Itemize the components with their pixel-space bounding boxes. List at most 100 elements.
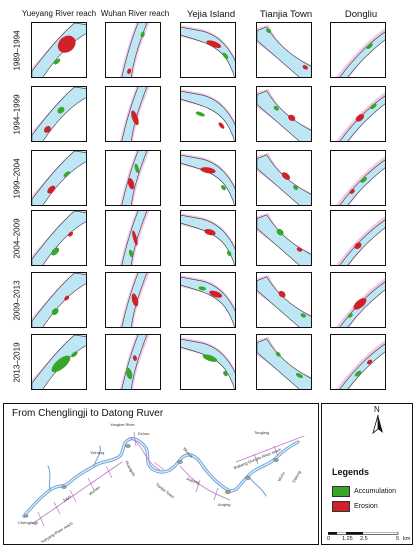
change-panel xyxy=(330,150,386,206)
accumulation-patch xyxy=(51,308,59,315)
accumulation-patch xyxy=(366,43,373,50)
column-header-dongliu: Dongliu xyxy=(344,9,378,20)
river-channel-image xyxy=(181,337,235,389)
erosion-patch xyxy=(131,293,139,307)
legend-panel: N Legends Accumulation Erosion 0 1.25 2.… xyxy=(321,403,413,545)
erosion-patch xyxy=(127,68,132,75)
river-channel-image xyxy=(181,275,235,327)
accumulation-patch xyxy=(354,370,362,377)
river-water xyxy=(339,219,385,265)
north-arrow-icon: N xyxy=(371,405,385,435)
river-channel-image xyxy=(119,23,150,77)
map-title: From Chenglingji to Datong Ruver xyxy=(12,408,164,419)
river-channel-image xyxy=(181,213,235,265)
accumulation-patch xyxy=(276,228,284,236)
river-water xyxy=(181,276,235,327)
accumulation-patch xyxy=(195,111,205,117)
river-bank xyxy=(336,28,385,77)
row-header-2004-2009: 2004–2009 xyxy=(2,210,32,266)
reach-label: Yangtze River xyxy=(110,422,135,427)
erosion-patch xyxy=(132,355,137,361)
change-panel xyxy=(105,272,161,328)
river-channel-image xyxy=(32,151,86,205)
change-panel xyxy=(180,334,236,390)
accumulation-patch xyxy=(275,351,281,357)
reach-label: Yichang xyxy=(90,450,105,455)
erosion-patch xyxy=(278,290,286,298)
river-channel-image xyxy=(32,87,86,141)
river-water xyxy=(181,90,235,141)
row-header-1989-1994: 1989–1994 xyxy=(2,22,32,78)
section-tick xyxy=(153,461,165,471)
reach-label: Anqing xyxy=(218,502,231,507)
accumulation-patch xyxy=(63,171,70,178)
row-label: 1989–1994 xyxy=(12,29,22,71)
river-water xyxy=(257,214,311,265)
legend-label: Erosion xyxy=(354,503,378,510)
river-water xyxy=(257,276,311,327)
row-header-2009-2013: 2009–2013 xyxy=(2,272,32,328)
river-channel-image xyxy=(257,88,311,141)
change-panel xyxy=(330,272,386,328)
river-bank xyxy=(336,216,385,265)
change-panel xyxy=(105,22,161,78)
change-panel xyxy=(105,150,161,206)
change-panel xyxy=(31,22,87,78)
river-water xyxy=(257,338,311,389)
river-channel-image xyxy=(336,28,385,77)
section-tick xyxy=(53,501,61,515)
legend-title: Legends xyxy=(332,467,370,477)
river-water xyxy=(181,154,235,205)
erosion-patch xyxy=(349,189,355,194)
section-tick xyxy=(195,479,201,493)
row-label: 2013–2019 xyxy=(12,341,22,383)
erosion-patch xyxy=(355,114,365,122)
accumulation-patch xyxy=(293,185,299,191)
river-water xyxy=(181,338,235,389)
section-tick xyxy=(37,511,45,527)
reach-line-mabang-dongliu xyxy=(179,465,231,501)
accumulation-patch xyxy=(57,106,65,114)
erosion-patch xyxy=(132,230,138,246)
column-header-yejia: Yejia Island xyxy=(186,9,236,20)
erosion-patch xyxy=(367,359,373,365)
change-panel xyxy=(105,210,161,266)
accumulation-patch xyxy=(222,52,229,59)
reach-line-huangshi xyxy=(129,437,161,471)
change-panel xyxy=(180,86,236,142)
river-channel-image xyxy=(181,89,235,141)
river-water xyxy=(32,273,86,327)
change-panel xyxy=(330,334,386,390)
change-panel xyxy=(330,22,386,78)
accumulation-patch xyxy=(202,354,218,362)
change-panel xyxy=(31,334,87,390)
erosion-swatch xyxy=(332,501,350,512)
tributary-line xyxy=(93,445,101,467)
river-water xyxy=(339,31,385,77)
change-panel xyxy=(256,22,312,78)
river-water xyxy=(121,151,148,205)
erosion-patch xyxy=(127,178,135,190)
erosion-patch xyxy=(218,122,225,129)
change-panel xyxy=(105,86,161,142)
section-tick xyxy=(133,431,137,447)
accumulation-patch xyxy=(360,177,367,183)
river-channel-image xyxy=(32,335,86,389)
river-channel-image xyxy=(336,216,385,265)
city-marker xyxy=(125,444,131,448)
erosion-patch xyxy=(44,126,51,133)
river-channel-image xyxy=(257,212,311,265)
change-panel xyxy=(256,334,312,390)
river-channel-image xyxy=(257,336,311,389)
erosion-patch xyxy=(200,167,216,174)
reach-line-yueyang-wuhan xyxy=(31,461,123,525)
river-channel-image xyxy=(181,153,235,205)
city-marker xyxy=(273,458,279,462)
river-channel-image xyxy=(32,23,86,77)
river-water xyxy=(32,211,86,265)
section-tick xyxy=(253,453,259,465)
accumulation-patch xyxy=(221,185,226,191)
river-water xyxy=(257,90,311,141)
change-panel xyxy=(180,210,236,266)
scale-tick: 2.5 xyxy=(360,536,368,542)
